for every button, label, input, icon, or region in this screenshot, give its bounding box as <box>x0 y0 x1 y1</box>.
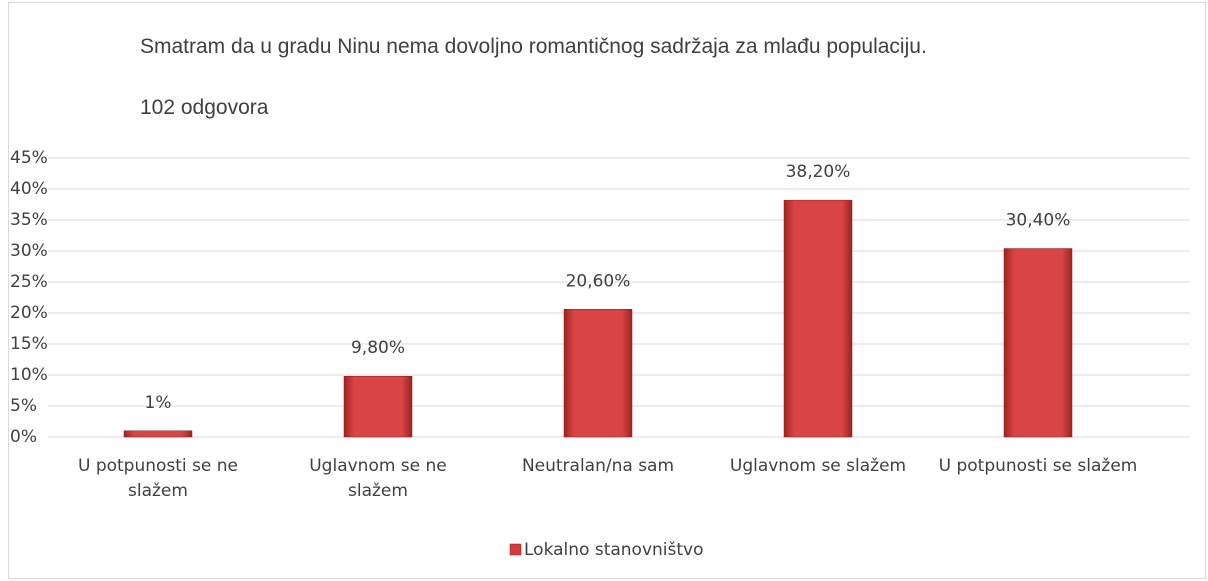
bar <box>123 430 193 438</box>
y-tick-label: 25% <box>10 272 48 292</box>
x-tick-label: Uglavnom se ne slažem <box>309 456 447 501</box>
x-tick-label: Uglavnom se slažem <box>729 456 907 476</box>
bar <box>563 309 633 438</box>
y-tick-label: 20% <box>10 303 48 323</box>
bar <box>783 199 853 438</box>
y-tick-label: 30% <box>10 241 48 261</box>
data-label: 20,60% <box>566 271 631 291</box>
chart-subtitle: 102 odgovora <box>140 96 269 119</box>
y-tick-label: 35% <box>10 210 48 230</box>
bar <box>1003 248 1073 438</box>
y-tick-label: 40% <box>10 179 48 199</box>
x-tick-label: Neutralan/na sam <box>521 456 675 476</box>
legend-swatch <box>509 543 522 556</box>
bar <box>343 375 413 438</box>
x-tick-label: U potpunosti se ne slažem <box>77 456 239 501</box>
data-label: 30,40% <box>1006 211 1071 231</box>
y-tick-label: 10% <box>10 365 48 385</box>
y-tick-label: 0% <box>10 427 37 447</box>
data-label: 38,20% <box>786 162 851 182</box>
chart-title: Smatram da u gradu Ninu nema dovoljno ro… <box>140 35 927 58</box>
y-tick-label: 5% <box>10 396 37 416</box>
y-tick-label: 45% <box>10 148 48 168</box>
legend-label: Lokalno stanovništvo <box>524 540 704 560</box>
data-label: 1% <box>145 393 172 413</box>
y-tick-label: 15% <box>10 334 48 354</box>
x-tick-label: U potpunosti se slažem <box>938 456 1138 476</box>
chart-border <box>8 2 1206 579</box>
data-label: 9,80% <box>351 338 405 358</box>
